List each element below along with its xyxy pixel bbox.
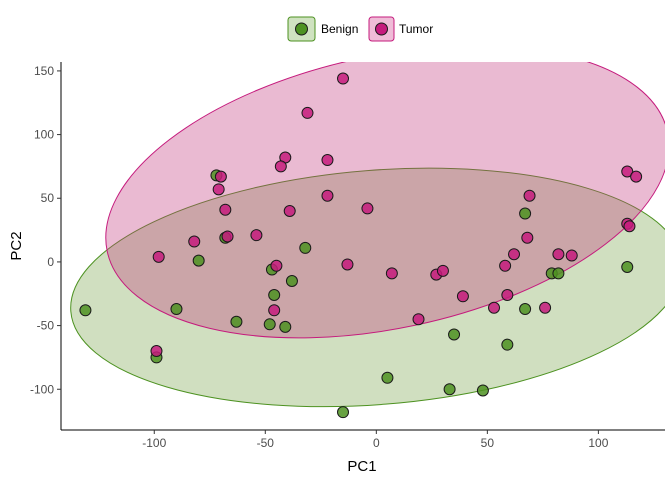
point-tumor <box>508 248 520 261</box>
x-tick-label: 100 <box>588 436 608 450</box>
point-benign <box>268 289 281 302</box>
point-tumor <box>321 189 334 202</box>
legend-label-tumor: Tumor <box>399 22 433 36</box>
x-axis-title: PC1 <box>347 458 376 475</box>
x-tick-label: 0 <box>373 436 380 450</box>
point-benign <box>299 241 312 254</box>
y-tick-label: 0 <box>47 255 54 269</box>
point-tumor <box>219 203 232 216</box>
axes <box>60 62 665 431</box>
y-tick-label: 100 <box>34 128 54 142</box>
point-tumor <box>150 345 163 358</box>
legend-marker-benign <box>295 22 308 36</box>
legend-label-benign: Benign <box>321 22 358 36</box>
point-tumor <box>250 229 263 242</box>
y-tick-label: 50 <box>41 191 55 205</box>
point-benign <box>279 320 292 333</box>
ellipse-benign <box>70 167 665 408</box>
point-benign <box>448 328 461 341</box>
x-tick-label: -50 <box>257 436 275 450</box>
point-tumor <box>301 106 314 119</box>
point-tumor <box>623 220 636 233</box>
point-benign <box>501 338 514 351</box>
point-tumor <box>341 258 354 271</box>
y-tick-label: 150 <box>34 64 54 78</box>
point-tumor <box>321 154 334 167</box>
data-points <box>79 72 643 419</box>
point-tumor <box>501 289 514 302</box>
point-benign <box>381 371 394 384</box>
point-benign <box>192 254 205 267</box>
point-benign <box>285 275 298 288</box>
point-benign <box>552 267 565 280</box>
point-tumor <box>221 230 234 243</box>
point-tumor <box>552 248 565 261</box>
point-tumor <box>436 264 449 277</box>
point-benign <box>263 318 276 331</box>
point-tumor <box>412 313 425 326</box>
point-benign <box>79 304 92 317</box>
point-benign <box>519 207 532 220</box>
point-tumor <box>523 189 536 202</box>
confidence-ellipses <box>70 62 665 408</box>
point-tumor <box>152 250 165 263</box>
ellipse-tumor <box>105 62 665 339</box>
point-tumor <box>283 204 296 217</box>
point-tumor <box>212 183 225 196</box>
legend-marker-tumor <box>375 22 388 36</box>
y-axis-ticks: -100 -50 0 50 100 150 <box>30 64 61 396</box>
point-tumor <box>630 170 643 183</box>
y-tick-label: -50 <box>37 319 55 333</box>
point-tumor <box>274 160 287 173</box>
point-tumor <box>499 259 512 272</box>
point-benign <box>621 261 634 274</box>
point-tumor <box>214 170 227 183</box>
point-benign <box>337 406 350 419</box>
point-tumor <box>361 202 374 215</box>
x-axis-ticks: -100 -50 0 50 100 <box>142 430 609 450</box>
point-tumor <box>268 304 281 317</box>
point-tumor <box>488 301 501 314</box>
point-tumor <box>385 267 398 280</box>
x-tick-label: -100 <box>142 436 166 450</box>
point-tumor <box>270 259 283 272</box>
point-tumor <box>621 165 634 178</box>
point-tumor <box>521 231 534 244</box>
point-tumor <box>539 301 552 314</box>
y-tick-label: -100 <box>30 382 54 396</box>
legend: Benign Tumor <box>287 16 433 42</box>
point-tumor <box>456 290 469 303</box>
x-tick-label: 50 <box>481 436 495 450</box>
point-tumor <box>565 249 578 262</box>
point-tumor <box>337 72 350 85</box>
point-benign <box>230 315 243 328</box>
point-tumor <box>188 235 201 248</box>
point-benign <box>519 303 532 316</box>
point-benign <box>443 383 456 396</box>
y-axis-title: PC2 <box>8 231 25 260</box>
point-benign <box>476 384 489 397</box>
point-benign <box>170 303 183 316</box>
